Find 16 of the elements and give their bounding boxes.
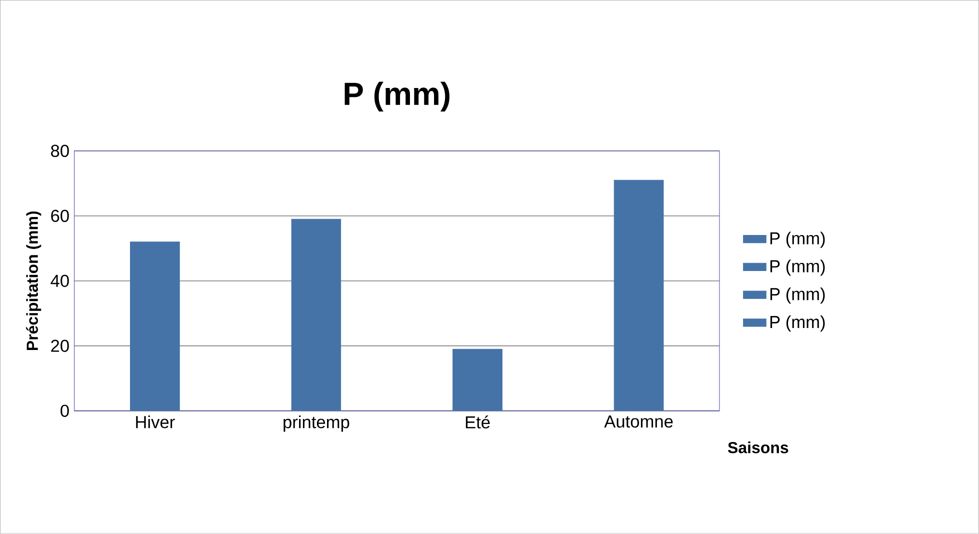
chart-title: P (mm) bbox=[344, 82, 450, 112]
x-tick-label: Automne bbox=[604, 416, 673, 428]
legend-label: P (mm) bbox=[770, 288, 825, 304]
y-tick-label: 20 bbox=[51, 340, 69, 352]
legend-label: P (mm) bbox=[770, 316, 825, 332]
y-tick-label: 0 bbox=[60, 404, 69, 418]
x-axis-title: Saisons bbox=[728, 442, 788, 454]
y-axis-title: Précipitation (mm) bbox=[26, 212, 42, 350]
y-tick-label: 40 bbox=[50, 274, 69, 288]
legend-label: P (mm) bbox=[770, 232, 825, 248]
y-tick-label: 80 bbox=[51, 144, 69, 158]
x-tick-label: Eté bbox=[466, 416, 490, 429]
x-tick-label: Hiver bbox=[136, 416, 175, 428]
x-tick-label: printemp bbox=[284, 416, 350, 432]
y-tick-label: 60 bbox=[51, 210, 69, 222]
legend-label: P (mm) bbox=[770, 260, 825, 276]
